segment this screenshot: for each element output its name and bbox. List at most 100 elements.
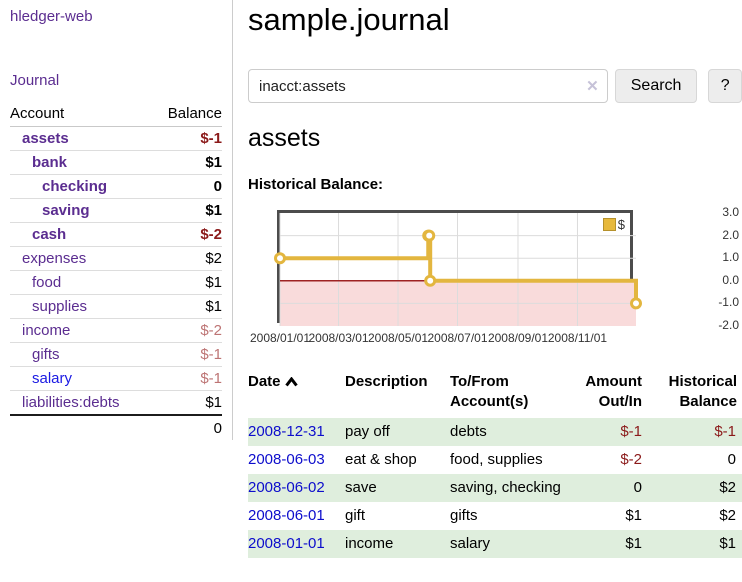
- transaction-date-link[interactable]: 2008-12-31: [248, 423, 325, 440]
- account-balance: $1: [151, 294, 222, 319]
- transaction-row: 2008-01-01 income salary $1 $1: [248, 530, 742, 558]
- transaction-row: 2008-06-03 eat & shop food, supplies $-2 0: [248, 446, 742, 474]
- chart-data-marker: [630, 297, 642, 310]
- account-balance: $1: [205, 394, 222, 411]
- transaction-description: pay off: [345, 423, 390, 440]
- transaction-amount: $-1: [620, 423, 642, 440]
- brand-link[interactable]: hledger-web: [10, 8, 93, 25]
- transactions-table: Date Description To/From Account(s) Amount …: [248, 372, 742, 558]
- transaction-amount: $1: [625, 507, 642, 524]
- transaction-accounts: food, supplies: [450, 451, 543, 468]
- transaction-description: eat & shop: [345, 451, 417, 468]
- transaction-balance: $2: [719, 507, 736, 524]
- account-balance: $1: [151, 150, 222, 175]
- txns-header-to-from-account-s-: To/From Account(s): [450, 373, 529, 410]
- chart-plot-area: $: [274, 210, 642, 326]
- transaction-row: 2008-12-31 pay off debts $-1 $-1: [248, 418, 742, 446]
- account-link-gifts[interactable]: gifts: [32, 346, 60, 363]
- transaction-accounts: saving, checking: [450, 479, 561, 496]
- transaction-description: save: [345, 479, 377, 496]
- transaction-date-link[interactable]: 2008-06-03: [248, 451, 325, 468]
- account-link-expenses[interactable]: expenses: [22, 250, 87, 267]
- balance-chart: 3.0 2.0 1.0 0.0 -1.0 -2.0 $ 2008/01/01 2008/03…: [248, 203, 742, 349]
- chart-x-tick-label: 2008/03/01: [308, 331, 369, 345]
- account-balance: $2: [151, 246, 222, 271]
- account-row: gifts $-1: [10, 342, 222, 367]
- chart-heading: Historical Balance:: [248, 176, 384, 193]
- chart-data-marker: [423, 229, 436, 242]
- txns-header-amount-out-in: Amount Out/In: [585, 373, 642, 410]
- account-balance: $-1: [151, 342, 222, 367]
- chart-y-tick-label: 0.0: [722, 272, 739, 287]
- account-link-income[interactable]: income: [22, 322, 71, 339]
- txns-header-description: Description: [345, 373, 428, 390]
- account-row: checking 0: [10, 174, 222, 199]
- sidebar-item-journal[interactable]: Journal: [10, 72, 60, 89]
- txns-header-date[interactable]: Date: [248, 372, 345, 418]
- sort-ascending-icon: [284, 376, 298, 387]
- chart-x-tick-label: 2008/05/01: [367, 331, 429, 345]
- transaction-balance: $1: [719, 535, 736, 552]
- account-balance: $1: [151, 270, 222, 295]
- transaction-balance: 0: [727, 451, 736, 468]
- account-link-supplies[interactable]: supplies: [32, 298, 88, 315]
- account-link-salary[interactable]: salary: [32, 370, 73, 387]
- transaction-date-link[interactable]: 2008-01-01: [248, 535, 325, 552]
- transaction-amount: 0: [633, 479, 642, 496]
- account-link-assets[interactable]: assets: [22, 130, 69, 147]
- chart-y-tick-label: -1.0: [718, 295, 739, 310]
- account-link-checking[interactable]: checking: [42, 178, 108, 195]
- accounts-table: Account Balance assets $-1 bank $1 checking 0…: [10, 103, 222, 441]
- search-form: ✕ Search ?: [248, 69, 742, 103]
- accounts-header-account: Account: [10, 103, 152, 127]
- txns-header-historical-balance: Historical Balance: [668, 373, 737, 410]
- legend-label: $: [617, 217, 625, 232]
- transaction-accounts: gifts: [450, 507, 478, 524]
- help-button[interactable]: ?: [708, 69, 742, 103]
- account-link-food[interactable]: food: [32, 274, 62, 291]
- main-content: sample.journal ✕ Search ? assets Histori…: [248, 0, 742, 558]
- account-row: income $-2: [10, 318, 222, 343]
- account-row: salary $-1: [10, 366, 222, 391]
- chart-x-tick-label: 2008/01/01: [249, 331, 311, 345]
- transaction-description: income: [345, 535, 394, 552]
- search-button[interactable]: Search: [614, 69, 698, 103]
- transaction-row: 2008-06-02 save saving, checking 0 $2: [248, 474, 742, 502]
- transaction-description: gift: [345, 507, 366, 524]
- accounts-header-balance: Balance: [151, 103, 222, 127]
- account-balance: $-1: [151, 366, 222, 391]
- account-row: assets $-1: [10, 126, 222, 151]
- account-row: cash $-2: [10, 222, 222, 247]
- account-link-cash[interactable]: cash: [32, 226, 67, 243]
- account-row: food $1: [10, 270, 222, 295]
- chart-y-tick-label: 3.0: [722, 205, 739, 219]
- transaction-accounts: salary: [450, 535, 491, 552]
- account-balance: 0: [151, 174, 222, 199]
- transaction-date-link[interactable]: 2008-06-01: [248, 507, 325, 524]
- chart-x-tick-label: 2008/07/01: [427, 331, 488, 345]
- chart-x-tick-label: 2008/09/01: [487, 331, 548, 345]
- accounts-total-balance: 0: [151, 414, 222, 441]
- search-input[interactable]: [248, 69, 608, 103]
- transaction-balance: $-1: [714, 423, 736, 440]
- clear-search-icon[interactable]: ✕: [586, 78, 599, 95]
- account-heading: assets: [248, 124, 321, 152]
- chart-x-tick-label: 2008/11/01: [547, 331, 608, 345]
- account-link-bank[interactable]: bank: [32, 154, 68, 171]
- account-balance: $-2: [151, 318, 222, 343]
- account-row: expenses $2: [10, 246, 222, 271]
- account-row: bank $1: [10, 150, 222, 175]
- account-balance: $-2: [151, 222, 222, 247]
- transaction-amount: $1: [625, 535, 642, 552]
- transaction-date-link[interactable]: 2008-06-02: [248, 479, 325, 496]
- accounts-total-row: 0: [10, 414, 222, 441]
- account-balance: $-1: [151, 126, 222, 151]
- account-link-saving[interactable]: saving: [42, 202, 90, 219]
- transaction-row: 2008-06-01 gift gifts $1 $2: [248, 502, 742, 530]
- account-row: supplies $1: [10, 294, 222, 319]
- account-link-liabilities-debts[interactable]: liabilities:debts: [22, 394, 120, 411]
- chart-y-tick-label: 2.0: [722, 227, 739, 242]
- chart-y-tick-label: 1.0: [722, 250, 739, 265]
- chart-y-tick-label: -2.0: [718, 318, 739, 332]
- transaction-accounts: debts: [450, 423, 487, 440]
